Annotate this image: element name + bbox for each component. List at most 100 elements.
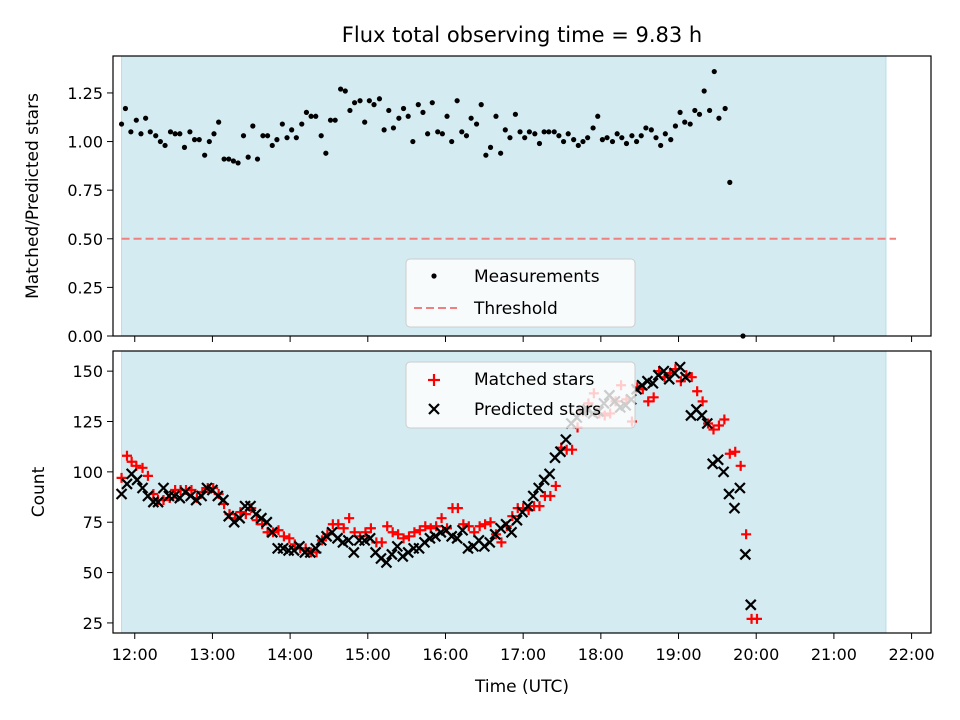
x-tick-label: 16:00 <box>422 645 468 664</box>
measurement-point <box>687 121 693 127</box>
measurement-point <box>347 107 353 114</box>
predicted-star-point <box>505 526 518 539</box>
matched-star-point <box>137 462 148 473</box>
measurement-point <box>122 105 129 112</box>
measurement-point <box>590 125 596 131</box>
predicted-star-point <box>233 512 246 524</box>
x-tick-label: 21:00 <box>811 645 857 664</box>
measurement-point <box>463 133 470 139</box>
matched-star-point <box>708 424 719 435</box>
matched-star-point <box>431 521 442 532</box>
matched-star-point <box>458 519 469 530</box>
measurement-point <box>221 156 227 162</box>
measurement-point <box>118 121 125 127</box>
measurement-point <box>191 137 198 143</box>
predicted-star-point <box>195 490 208 502</box>
predicted-star-point <box>500 518 512 531</box>
legend-marker-matched <box>428 374 440 386</box>
measurement-point <box>133 117 139 123</box>
measurement-point <box>274 137 280 143</box>
measurement-point <box>556 133 562 139</box>
y-tick-label: 125 <box>72 413 103 432</box>
measurement-point <box>264 133 271 139</box>
legend-label-matched: Matched stars <box>474 370 594 390</box>
measurement-point <box>211 131 217 137</box>
measurement-point <box>468 115 474 121</box>
predicted-star-point <box>728 502 741 514</box>
y-axis-label-top: Matched/Predicted stars <box>23 93 43 299</box>
measurement-point <box>487 144 494 150</box>
predicted-star-point <box>674 361 686 373</box>
measurement-point <box>532 131 538 137</box>
measurement-point <box>157 138 163 145</box>
measurement-point <box>202 152 208 158</box>
matched-star-point <box>713 420 724 431</box>
measurement-point <box>342 88 348 94</box>
measurement-point <box>711 68 717 75</box>
measurement-point <box>415 102 421 108</box>
measurement-point <box>308 113 314 119</box>
measurement-point <box>444 113 450 119</box>
matched-star-point <box>474 521 485 532</box>
measurement-point <box>420 109 426 115</box>
matched-star-point <box>741 529 752 540</box>
y-tick-label: 50 <box>83 564 103 583</box>
predicted-star-point <box>115 488 128 500</box>
x-axis-bottom: 12:00 13:00 14:00 15:00 16:00 17:00 18:00 19:00… <box>112 633 935 664</box>
measurement-point <box>643 125 649 131</box>
matched-star-point <box>403 531 414 542</box>
measurement-point <box>638 133 644 139</box>
measurement-point <box>366 98 372 104</box>
measurement-point <box>541 129 547 135</box>
matched-star-point <box>719 414 730 425</box>
measurement-point <box>313 113 319 119</box>
measurement-point <box>226 156 232 162</box>
matched-star-point <box>409 527 420 538</box>
y-tick-label: 25 <box>83 614 103 633</box>
measurement-point <box>701 88 707 94</box>
measurement-point <box>338 86 344 92</box>
matched-star-point <box>142 470 153 481</box>
measurement-point <box>260 133 266 139</box>
x-axis-label: Time (UTC) <box>474 677 569 697</box>
matched-star-point <box>724 448 735 459</box>
matched-star-point <box>550 480 561 491</box>
legend-marker-measurements <box>431 273 437 279</box>
measurement-point <box>696 111 703 117</box>
matched-star-point <box>393 529 404 540</box>
measurement-point <box>565 131 571 137</box>
predicted-star-point <box>309 542 322 555</box>
measurement-point <box>672 123 679 129</box>
measurement-point <box>727 179 733 185</box>
y-tick-label: 1.00 <box>67 133 103 152</box>
predicted-star-point <box>147 496 160 508</box>
matched-star-point <box>376 537 387 548</box>
measurement-point <box>575 142 581 149</box>
predicted-star-point <box>717 466 730 478</box>
x-tick-label: 20:00 <box>733 645 779 664</box>
predicted-star-point <box>527 490 540 502</box>
matched-star-point <box>365 523 376 534</box>
predicted-star-point <box>712 453 724 466</box>
predicted-star-point <box>456 524 469 537</box>
measurement-point <box>707 107 713 114</box>
predicted-star-point <box>157 482 170 494</box>
measurement-point <box>560 138 567 145</box>
measurement-point <box>623 140 630 147</box>
matched-star-point <box>121 450 132 461</box>
predicted-star-point <box>386 548 398 561</box>
matched-star-point <box>692 386 703 397</box>
measurement-point <box>493 113 499 119</box>
legend-label-predicted: Predicted stars <box>474 400 601 420</box>
x-tick-label: 19:00 <box>655 645 701 664</box>
matched-star-point <box>278 531 289 542</box>
measurement-point <box>323 150 329 156</box>
measurement-point <box>279 121 285 127</box>
measurement-point <box>332 117 338 123</box>
predicted-star-point <box>532 482 545 494</box>
legend-bottom: Matched stars Predicted stars <box>405 361 636 429</box>
plot-frame-bottom <box>112 350 932 634</box>
matched-star-point <box>420 521 431 532</box>
measurement-point <box>478 102 484 108</box>
